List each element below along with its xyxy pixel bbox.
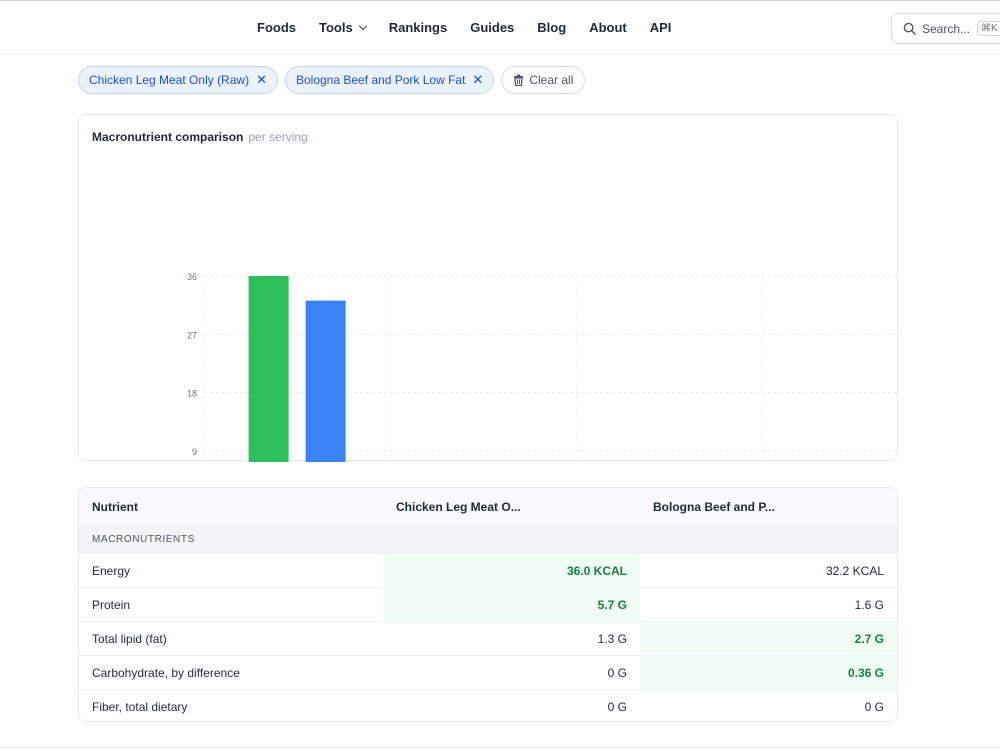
value-food-b: 2.7 G (640, 622, 897, 655)
filter-chips: Chicken Leg Meat Only (Raw) ✕ Bologna Be… (78, 66, 586, 94)
value-food-a: 5.7 G (383, 588, 640, 621)
footer-divider (0, 747, 1000, 748)
nav-foods-label: Foods (257, 20, 296, 35)
table-row: Energy 36.0 KCAL 32.2 KCAL (79, 553, 897, 587)
y-tick-label: 9 (192, 447, 197, 457)
nav-blog-label: Blog (537, 20, 567, 35)
bar (248, 276, 289, 462)
chart-subtitle: per serving (248, 130, 308, 144)
nav-api-label: API (649, 20, 672, 35)
table-row: Fiber, total dietary 0 G 0 G (79, 689, 897, 721)
nav-rankings-label: Rankings (388, 20, 448, 35)
value-food-a: 0 G (607, 665, 627, 680)
nav-guides[interactable]: Guides (470, 20, 514, 35)
section-label: MACRONUTRIENTS (92, 534, 195, 545)
nutrient-name: Total lipid (fat) (92, 631, 167, 646)
nav-blog[interactable]: Blog (537, 20, 566, 35)
close-icon[interactable]: ✕ (256, 72, 267, 87)
filter-chip-label: Bologna Beef and Pork Low Fat (295, 73, 466, 87)
nav-tools[interactable]: Tools (319, 20, 367, 35)
value-food-a: 36.0 KCAL (383, 554, 640, 587)
value-food-b: 0 G (864, 699, 884, 714)
clear-all-button[interactable]: Clear all (501, 66, 586, 94)
value-food-a: 0 G (607, 699, 627, 714)
y-tick-label: 27 (187, 330, 197, 340)
header-food-a: Chicken Leg Meat O... (396, 499, 521, 514)
chevron-down-icon (358, 21, 367, 30)
filter-chip[interactable]: Chicken Leg Meat Only (Raw) ✕ (78, 66, 278, 94)
nav-tools-label: Tools (319, 20, 353, 35)
nutrient-name: Protein (92, 597, 131, 612)
comparison-table: Nutrient Chicken Leg Meat O... Bologna B… (78, 487, 898, 722)
clear-all-label: Clear all (529, 73, 574, 87)
top-navbar: Foods Tools Rankings Guides Blog About A… (0, 0, 1000, 55)
search-icon (903, 22, 916, 35)
nav-about[interactable]: About (589, 20, 627, 35)
nav-rankings[interactable]: Rankings (389, 20, 448, 35)
table-row: Total lipid (fat) 1.3 G 2.7 G (79, 621, 897, 655)
nav-guides-label: Guides (470, 20, 515, 35)
chart-title-text: Macronutrient comparison (92, 130, 244, 144)
table-header: Nutrient Chicken Leg Meat O... Bologna B… (79, 488, 897, 525)
header-nutrient: Nutrient (92, 499, 138, 514)
search-button[interactable]: Search... ⌘K (891, 13, 1000, 44)
main-nav: Foods Tools Rankings Guides Blog About A… (257, 20, 694, 35)
section-macronutrients: MACRONUTRIENTS (79, 525, 897, 553)
header-food-b: Bologna Beef and P... (653, 499, 775, 514)
chart-title: Macronutrient comparison per serving (92, 130, 308, 144)
nav-foods[interactable]: Foods (257, 20, 296, 35)
search-placeholder: Search... (922, 21, 971, 36)
table-row: Carbohydrate, by difference 0 G 0.36 G (79, 655, 897, 689)
nutrient-name: Fiber, total dietary (92, 699, 188, 714)
close-icon[interactable]: ✕ (472, 72, 484, 87)
bar (305, 300, 346, 462)
nutrient-name: Energy (92, 563, 131, 578)
filter-chip-label: Chicken Leg Meat Only (Raw) (89, 73, 250, 87)
nav-about-label: About (589, 20, 627, 35)
table-row: Protein 5.7 G 1.6 G (79, 587, 897, 621)
value-food-a: 1.3 G (597, 631, 627, 646)
nav-api[interactable]: API (650, 20, 672, 35)
macronutrient-chart: 09182736CaloriesProtein (g)Fat (g)Carbs … (187, 272, 899, 462)
y-tick-label: 36 (187, 272, 197, 282)
y-tick-label: 18 (187, 389, 197, 399)
value-food-b: 0.36 G (640, 656, 897, 689)
trash-icon (514, 74, 524, 86)
value-food-b: 1.6 G (854, 597, 884, 612)
nutrient-name: Carbohydrate, by difference (92, 665, 240, 680)
search-shortcut: ⌘K (977, 21, 1000, 36)
value-food-b: 32.2 KCAL (825, 563, 884, 578)
filter-chip[interactable]: Bologna Beef and Pork Low Fat ✕ (284, 66, 495, 94)
